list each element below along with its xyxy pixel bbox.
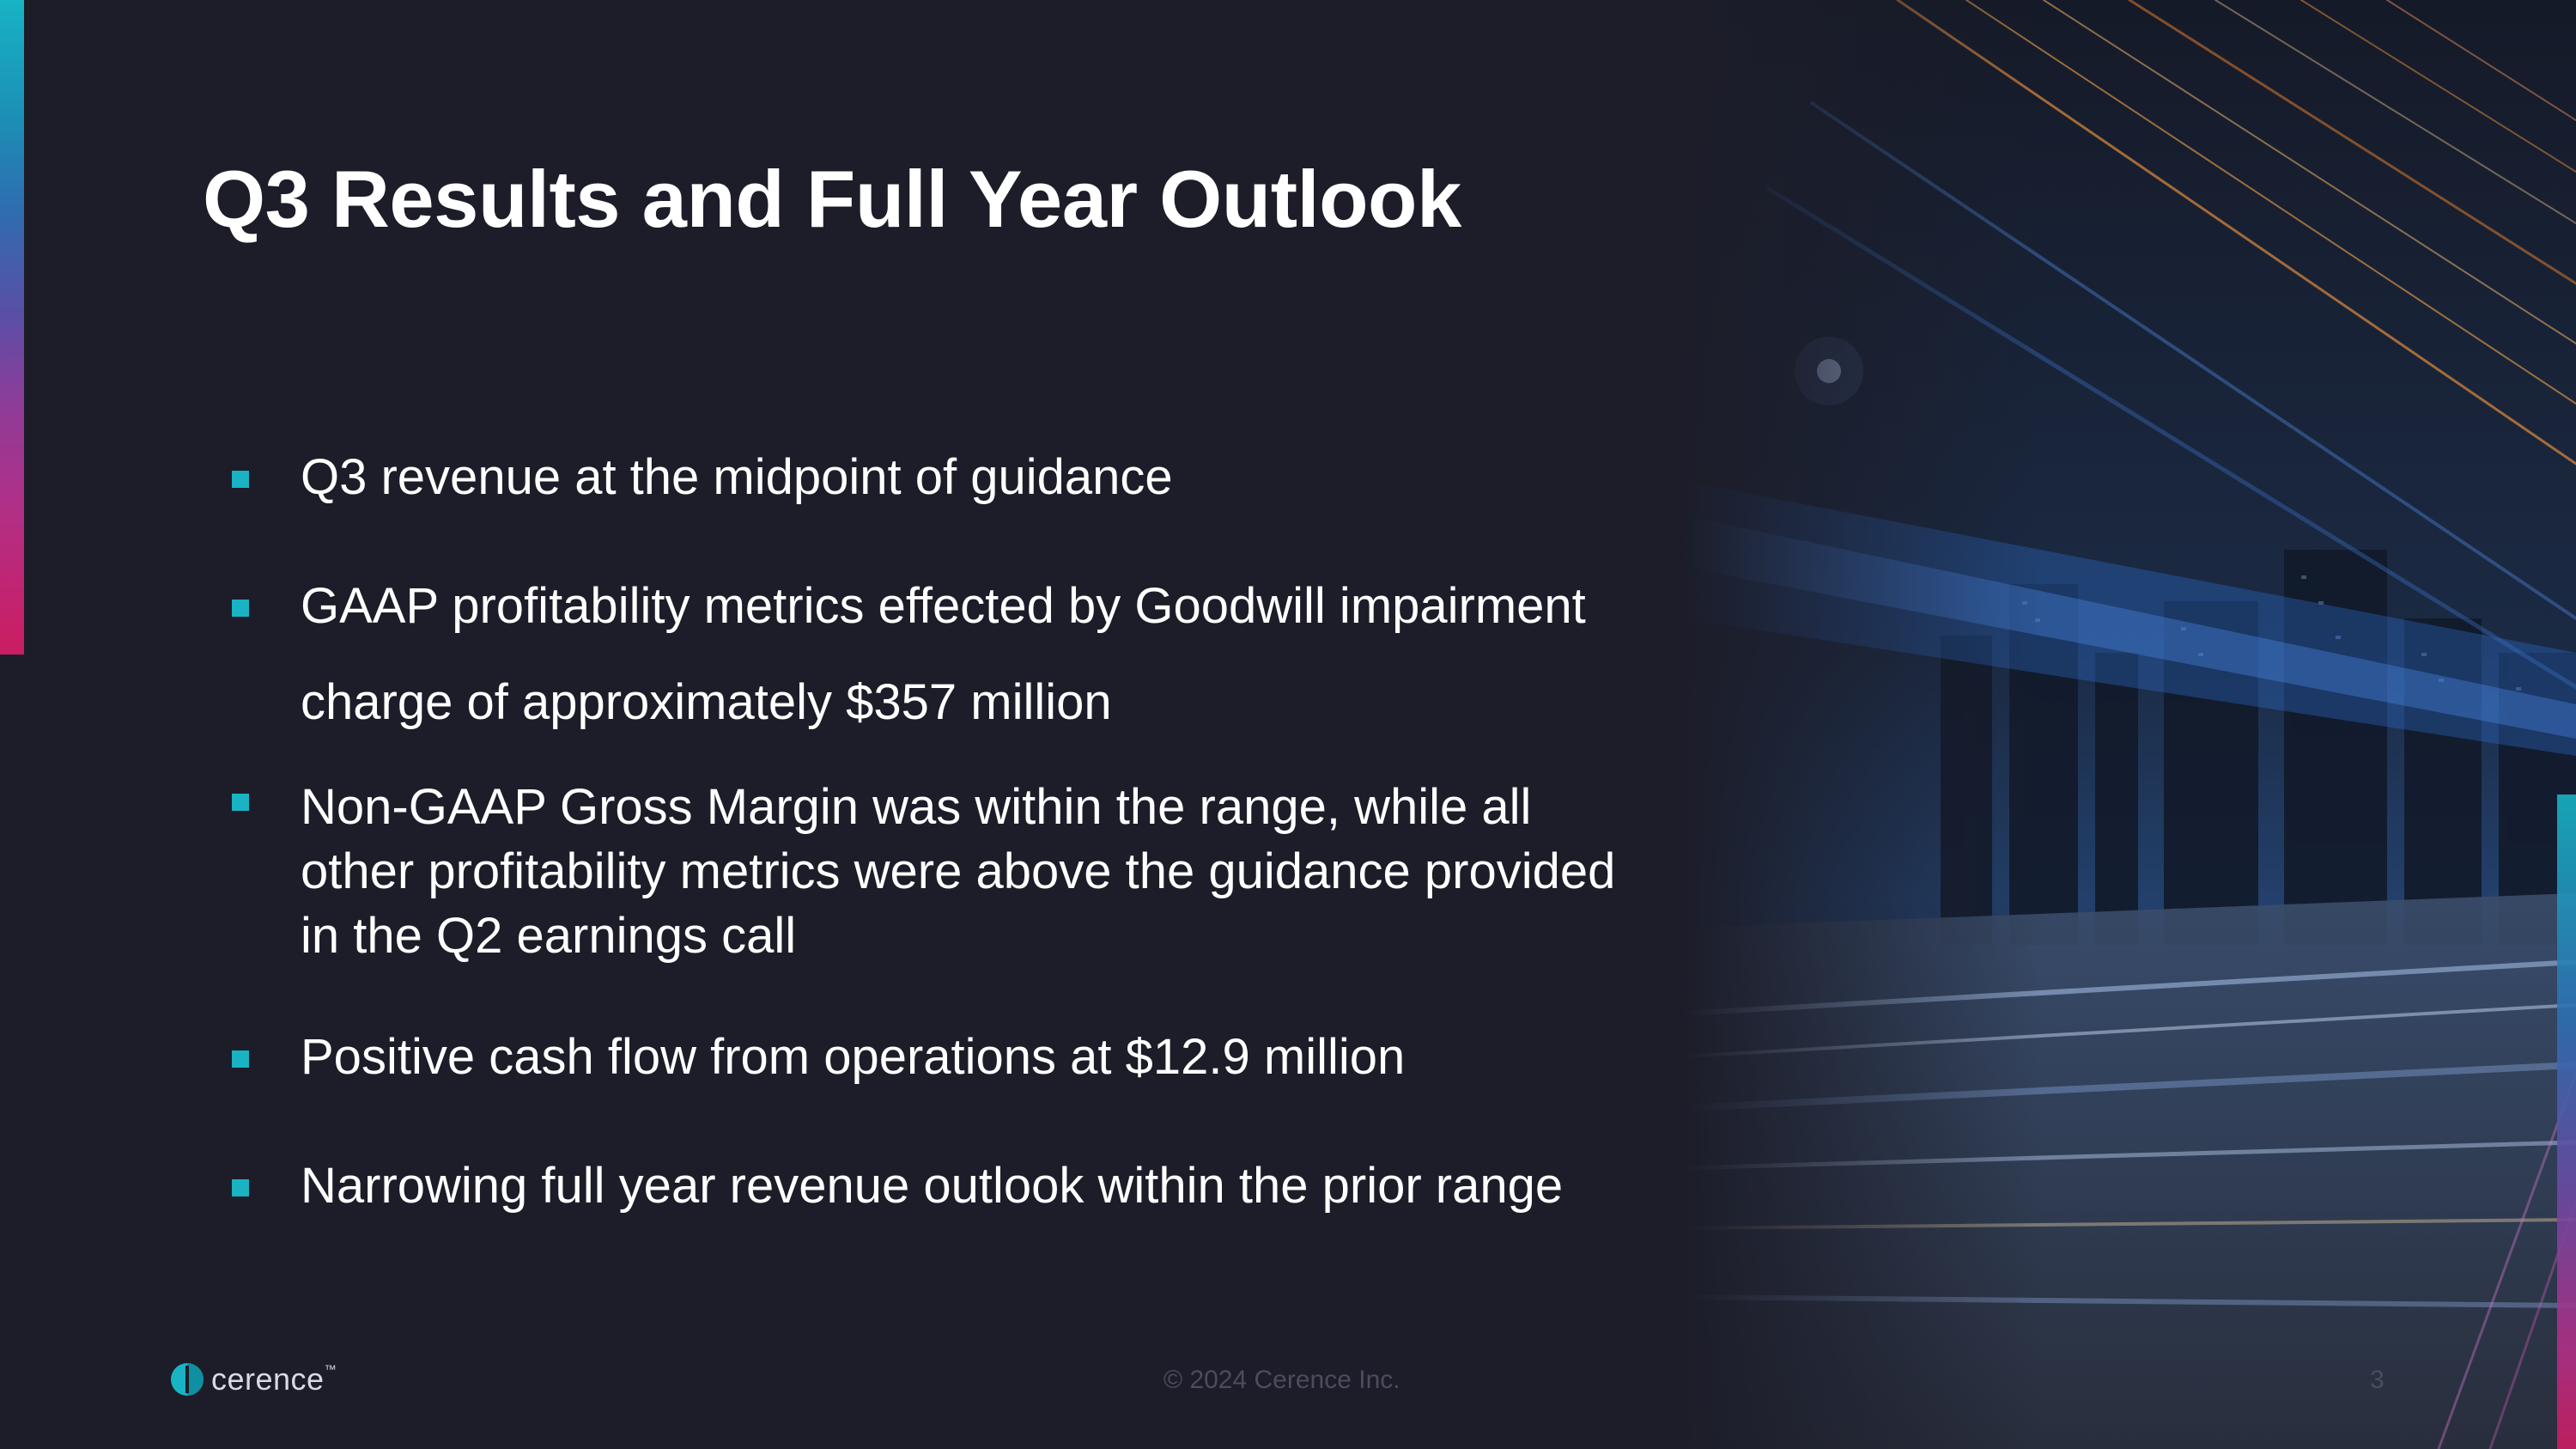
left-accent-strip xyxy=(0,0,24,654)
bullet-text: Positive cash flow from operations at $1… xyxy=(301,1029,1406,1085)
bullet-text: Q3 revenue at the midpoint of guidance xyxy=(301,449,1173,505)
logo-text: cerence xyxy=(211,1361,325,1397)
square-bullet-icon xyxy=(232,1050,249,1068)
square-bullet-icon xyxy=(232,471,249,488)
copyright-text: © 2024 Cerence Inc. xyxy=(1163,1366,1400,1394)
square-bullet-icon xyxy=(232,794,249,811)
trademark-mark: ™ xyxy=(324,1362,337,1376)
cerence-logo: cerence ™ xyxy=(170,1357,337,1402)
bullet-text: Non-GAAP Gross Margin was within the ran… xyxy=(301,779,1616,964)
bullet-text: GAAP profitability metrics effected by G… xyxy=(301,578,1586,730)
background-city-light-trails-image xyxy=(1683,0,2576,1449)
bullet-text: Narrowing full year revenue outlook with… xyxy=(301,1158,1564,1214)
square-bullet-icon xyxy=(232,600,249,617)
right-accent-strip xyxy=(2557,795,2576,1449)
slide-title: Q3 Results and Full Year Outlook xyxy=(203,154,1461,244)
page-number: 3 xyxy=(2370,1366,2385,1394)
square-bullet-icon xyxy=(232,1179,249,1196)
cerence-logo-icon xyxy=(171,1363,204,1396)
